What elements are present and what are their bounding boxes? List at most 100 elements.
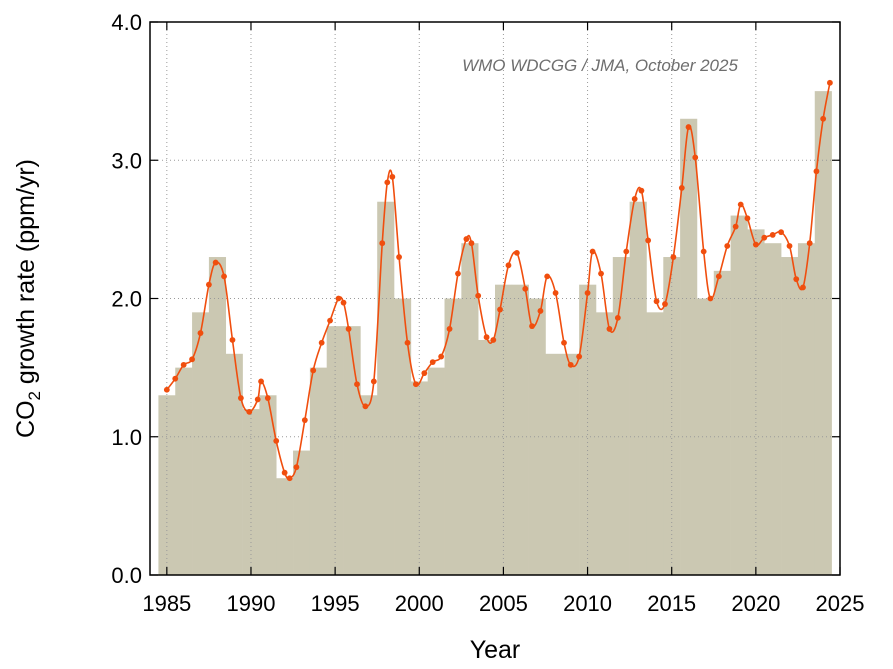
bar-2015 [663, 257, 681, 575]
growth-rate-point-39 [463, 236, 470, 242]
growth-rate-point-34 [421, 370, 428, 377]
bar-1987 [192, 312, 210, 575]
growth-rate-point-48 [529, 323, 535, 330]
growth-rate-point-84 [806, 240, 813, 247]
bar-2024 [814, 91, 832, 575]
y-tick-label-0.0: 0.0 [111, 563, 142, 588]
growth-rate-point-2 [180, 361, 187, 368]
growth-rate-point-24 [345, 326, 352, 332]
y-axis-title-subscript: 2 [25, 391, 44, 400]
growth-rate-point-8 [229, 337, 236, 343]
growth-rate-point-38 [455, 270, 461, 277]
x-tick-label-2020: 2020 [731, 591, 780, 616]
growth-rate-point-69 [692, 154, 699, 161]
growth-rate-point-73 [724, 243, 731, 249]
growth-rate-point-35 [429, 359, 436, 365]
growth-rate-point-33 [413, 381, 419, 388]
growth-rate-point-46 [513, 249, 520, 256]
growth-rate-point-1 [172, 375, 179, 382]
axis-ticks [150, 21, 841, 576]
growth-rate-point-78 [761, 234, 768, 241]
growth-rate-point-67 [678, 185, 685, 191]
growth-rate-point-10 [246, 408, 253, 415]
growth-rate-point-49 [537, 308, 544, 314]
bar-2001 [427, 367, 445, 575]
growth-rate-point-72 [715, 273, 722, 280]
bar-2008 [545, 353, 563, 575]
bar-2019 [730, 215, 748, 576]
growth-rate-point-5 [206, 281, 212, 288]
y-tick-label-4.0: 4.0 [111, 10, 142, 35]
growth-rate-point-28 [379, 240, 386, 247]
bar-2023 [797, 243, 816, 575]
growth-rate-point-57 [598, 270, 604, 277]
y-tick-label-1.0: 1.0 [111, 425, 142, 450]
growth-rate-point-9 [237, 395, 244, 401]
growth-rate-point-47 [522, 285, 529, 292]
bar-2002 [444, 298, 462, 575]
x-tick-label-2015: 2015 [647, 591, 696, 616]
growth-rate-point-68 [685, 124, 692, 130]
growth-rate-point-64 [653, 298, 660, 305]
growth-rate-point-22 [335, 295, 342, 302]
y-axis-title-prefix: CO [12, 400, 40, 438]
growth-rate-point-19 [310, 367, 317, 374]
bar-1988 [208, 257, 227, 575]
x-tick-label-2010: 2010 [563, 591, 612, 616]
bar-2003 [461, 243, 479, 575]
growth-rate-point-79 [769, 232, 776, 238]
growth-rate-point-85 [813, 168, 820, 175]
x-axis-title: Year [470, 636, 521, 664]
growth-rate-point-71 [707, 295, 714, 302]
bar-2012 [612, 257, 630, 575]
growth-rate-point-12 [258, 378, 264, 385]
x-tick-label-2000: 2000 [395, 591, 444, 616]
growth-rate-point-0 [163, 386, 170, 393]
growth-rate-point-76 [744, 215, 751, 222]
bar-2017 [696, 298, 715, 575]
bar-2009 [562, 353, 580, 575]
growth-rate-point-6 [212, 259, 219, 266]
bar-1990 [242, 409, 260, 575]
monthly-growth-line [163, 79, 833, 482]
growth-rate-point-26 [362, 403, 369, 410]
growth-rate-point-53 [567, 361, 574, 368]
growth-rate-point-58 [606, 326, 613, 332]
bar-2013 [629, 201, 647, 575]
bar-2016 [680, 118, 698, 576]
bar-1992 [276, 478, 294, 575]
growth-rate-point-37 [446, 326, 453, 332]
y-axis-title-suffix: growth rate (ppm/yr) [12, 159, 40, 391]
bar-2005 [495, 284, 513, 575]
bar-2011 [595, 312, 614, 575]
bar-1998 [377, 201, 395, 575]
bar-2022 [781, 257, 799, 575]
bar-2010 [579, 284, 597, 575]
growth-rate-point-16 [286, 475, 293, 482]
y-axis-title: CO2 growth rate (ppm/yr) [12, 159, 44, 438]
y-tick-label-3.0: 3.0 [111, 148, 142, 173]
growth-rate-point-17 [293, 464, 300, 471]
growth-rate-point-44 [497, 306, 503, 313]
growth-rate-point-41 [475, 292, 482, 299]
growth-rate-curve [166, 82, 831, 480]
growth-rate-point-86 [820, 115, 827, 122]
growth-rate-point-15 [281, 469, 288, 476]
bar-2018 [713, 270, 731, 575]
bar-1997 [360, 395, 378, 575]
growth-rate-point-20 [318, 339, 325, 346]
y-tick-label-2.0: 2.0 [111, 287, 142, 312]
bar-1991 [259, 395, 277, 575]
bar-2004 [478, 339, 496, 575]
growth-rate-point-51 [552, 290, 559, 296]
growth-rate-point-13 [264, 395, 271, 401]
growth-rate-point-50 [544, 273, 551, 280]
bar-1989 [225, 353, 243, 575]
growth-rate-point-80 [778, 229, 784, 236]
x-tick-label-1985: 1985 [142, 591, 191, 616]
growth-rate-point-4 [197, 330, 204, 336]
x-tick-label-2025: 2025 [816, 591, 865, 616]
growth-rate-point-42 [483, 334, 490, 341]
x-tick-label-1995: 1995 [311, 591, 360, 616]
